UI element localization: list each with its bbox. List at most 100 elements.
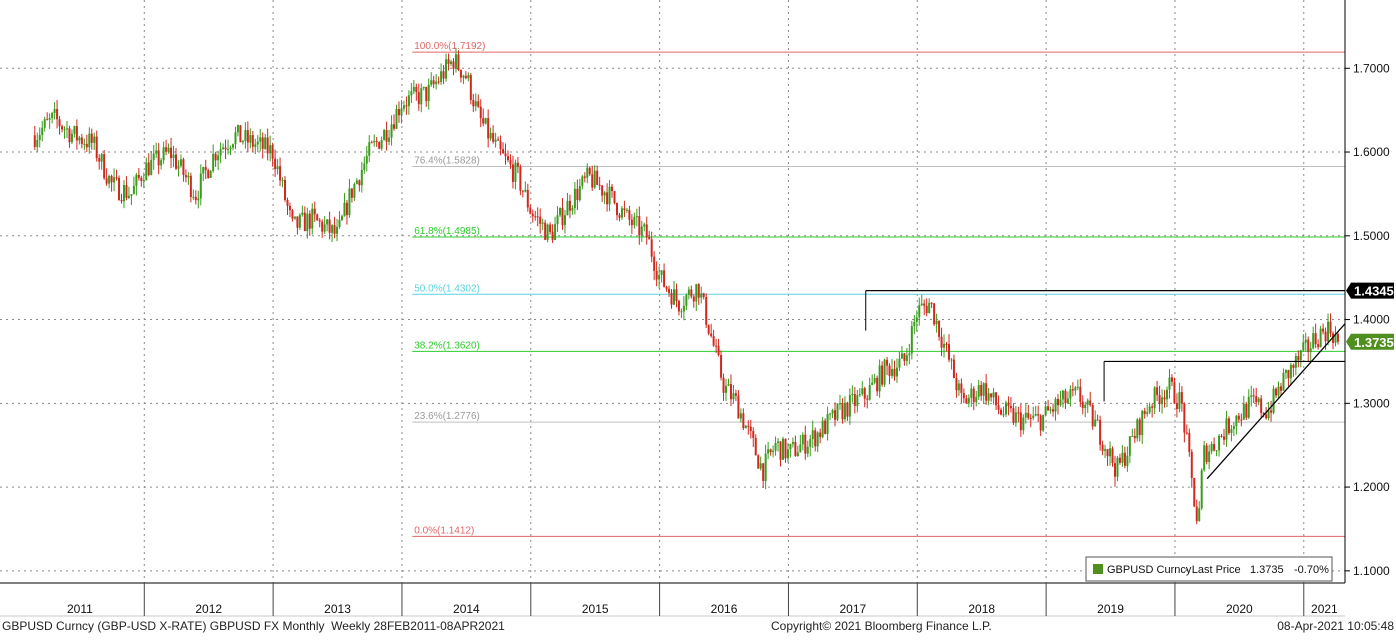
candle-body (1057, 398, 1060, 406)
candle-body (1111, 448, 1114, 464)
y-tick-label: 1.7000 (1353, 61, 1390, 75)
candle-body (155, 150, 158, 154)
candle-body (940, 336, 943, 348)
candle-body (1106, 449, 1109, 457)
candle-body (358, 180, 361, 186)
candle-body (182, 159, 185, 176)
candle-body (170, 147, 173, 159)
candle-body (1136, 419, 1139, 439)
candle-body (333, 225, 336, 234)
candle-body (489, 133, 492, 139)
candle-body (177, 165, 180, 169)
candle-body (1277, 386, 1280, 396)
candle-body (1185, 432, 1188, 434)
candle-body (841, 403, 844, 420)
candle-body (653, 256, 656, 271)
candle-body (1039, 415, 1042, 431)
candle-body (581, 176, 584, 186)
candle-body (370, 142, 373, 144)
candle-body (1235, 415, 1238, 427)
candle-body (616, 203, 619, 216)
candle-body (821, 420, 824, 438)
candle-body (430, 80, 433, 85)
candle-body (1175, 403, 1178, 410)
candle-body (1084, 404, 1087, 409)
candle-body (165, 147, 168, 152)
candle-body (829, 413, 832, 415)
candle-body (747, 425, 750, 427)
candle-body (571, 208, 574, 211)
candle-body (551, 231, 554, 240)
candle-body (284, 179, 287, 200)
candle-body (519, 166, 522, 191)
candle-body (801, 434, 804, 445)
candle-body (1232, 426, 1235, 429)
candle-body (960, 383, 963, 394)
candle-body (611, 186, 614, 192)
candle-body (648, 237, 651, 240)
candle-body (452, 61, 455, 69)
candle-body (1227, 418, 1230, 434)
candle-body (568, 200, 571, 211)
candle-body (281, 179, 284, 181)
candle-body (554, 224, 557, 240)
candle-body (222, 147, 225, 150)
candle-body (108, 175, 111, 184)
candle-body (534, 216, 537, 218)
candle-body (950, 359, 953, 361)
candle-body (73, 126, 76, 134)
candle-body (1270, 410, 1273, 413)
candle-body (700, 293, 703, 298)
candle-body (972, 388, 975, 403)
candle-body (338, 219, 341, 227)
candle-body (516, 162, 519, 167)
candle-body (350, 188, 353, 198)
candle-body (526, 189, 529, 208)
candle-body (269, 145, 272, 154)
candle-body (63, 129, 66, 131)
candle-body (1019, 412, 1022, 431)
candle-body (1292, 364, 1295, 368)
candle-body (1158, 395, 1161, 405)
price-tag-background (1346, 333, 1394, 350)
candle-body (1279, 386, 1282, 391)
candle-body (167, 147, 170, 152)
candle-body (878, 365, 881, 392)
candle-body (1252, 395, 1255, 397)
candle-body (274, 158, 277, 170)
candle-body (759, 463, 762, 469)
candle-body (596, 170, 599, 185)
candle-body (90, 133, 93, 143)
candle-body (219, 149, 222, 156)
candle-body (556, 215, 559, 225)
candle-body (1317, 344, 1320, 348)
candle-body (410, 91, 413, 96)
price-tag-background (1346, 282, 1394, 299)
candle-body (729, 384, 732, 400)
candle-body (348, 188, 351, 216)
candle-body (125, 185, 128, 198)
candle-body (727, 384, 730, 386)
x-tick-label: 2014 (453, 602, 480, 616)
candle-body (1334, 334, 1337, 343)
candle-body (435, 81, 438, 85)
price-tag-label: 1.3735 (1354, 335, 1394, 350)
candle-body (380, 139, 383, 149)
candle-body (316, 214, 319, 221)
candle-body (1312, 333, 1315, 349)
candle-body (1265, 414, 1268, 419)
candle-body (1133, 435, 1136, 439)
candle-body (873, 377, 876, 383)
trend-line (1206, 323, 1346, 480)
candle-body (779, 441, 782, 460)
candle-body (373, 140, 376, 143)
candle-body (259, 137, 262, 142)
candle-body (105, 178, 108, 184)
candle-body (697, 284, 700, 298)
candle-body (113, 177, 116, 183)
candle-body (774, 443, 777, 451)
footer-copyright: Copyright© 2021 Bloomberg Finance L.P. (771, 619, 992, 633)
candle-body (127, 195, 130, 198)
candle-body (1034, 414, 1037, 416)
candle-body (1314, 333, 1317, 345)
